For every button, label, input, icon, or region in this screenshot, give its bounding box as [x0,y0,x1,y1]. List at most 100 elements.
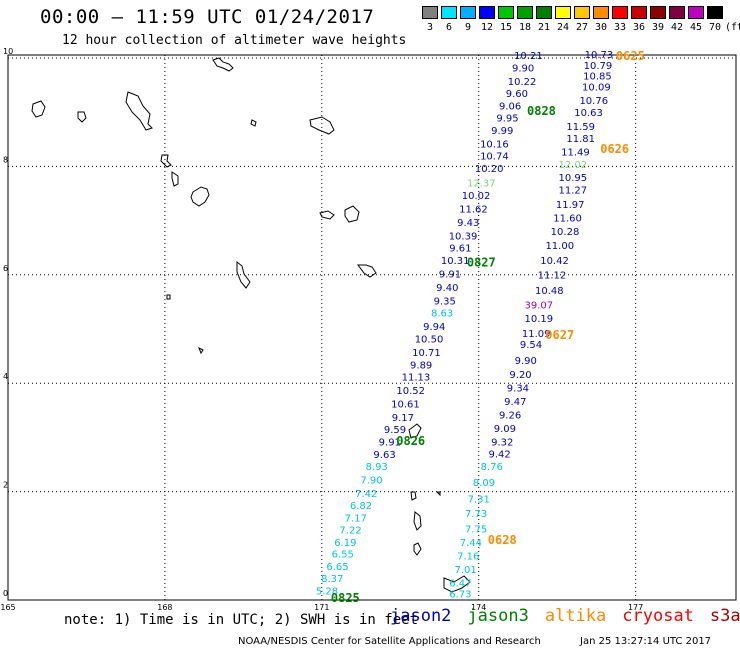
wave-height-value: 10.16 [480,139,509,150]
color-swatch [422,6,438,19]
island-outline [171,171,179,187]
y-tick-label: 8 [3,155,8,164]
wave-height-value: 10.73 [585,50,614,61]
x-tick-label: 174 [471,603,486,612]
wave-height-value: 9.99 [491,126,513,137]
wave-height-value: 12.02 [559,160,588,171]
credit-text: NOAA/NESDIS Center for Satellite Applica… [238,636,541,647]
wave-height-value: 11.13 [402,372,431,383]
wave-height-value: 9.32 [491,438,513,449]
x-tick-label: 171 [314,603,329,612]
island-outline [435,491,441,497]
wave-height-value: 8.09 [473,478,495,489]
wave-height-value: 7.75 [465,524,487,535]
wave-height-value: 10.63 [574,108,603,119]
color-scale-label: 3 [426,22,434,33]
island-outline [198,346,204,355]
wave-height-value: 9.26 [499,410,521,421]
color-swatch [669,6,685,19]
y-tick-label: 10 [3,47,13,56]
wave-height-value: 6.47 [449,578,471,589]
map-frame [7,54,737,601]
pass-time-label: 0826 [396,434,425,448]
wave-height-value: 10.95 [559,173,588,184]
island-outline [443,575,471,593]
wave-height-value: 10.19 [525,314,554,325]
wave-height-value: 9.17 [392,413,414,424]
wave-height-value: 11.12 [538,271,567,282]
island-outline [212,57,234,72]
color-scale-label: 30 [594,22,608,33]
color-swatch [517,6,533,19]
wave-height-value: 7.42 [355,489,377,500]
color-swatch [688,6,704,19]
color-scale-label: 24 [556,22,570,33]
wave-height-value: 11.09 [522,329,551,340]
color-swatch [479,6,495,19]
wave-height-value: 10.48 [535,286,564,297]
wave-height-value: 9.40 [436,283,458,294]
wave-height-value: 39.07 [525,300,554,311]
color-scale-label: 12 [480,22,494,33]
footer-note: note: 1) Time is in UTC; 2) SWH is in fe… [64,612,419,628]
wave-height-value: 9.54 [520,340,542,351]
island-outline [408,423,422,439]
generated-timestamp: Jan 25 13:27:14 UTC 2017 [580,636,712,647]
y-tick-label: 0 [3,589,8,598]
color-swatch [612,6,628,19]
satellite-legend: jason2 jason3 altika cryosat s3a [390,606,740,626]
wave-height-value: 7.17 [345,513,367,524]
island-outline [125,91,153,131]
wave-height-value: 7.44 [460,538,482,549]
wave-height-value: 7.01 [454,565,476,576]
color-scale-label: 70 [708,22,722,33]
wave-height-value: 10.22 [508,77,537,88]
wave-height-value: 10.76 [579,96,608,107]
island-outlines [31,57,471,593]
satellite-legend-item: s3a [709,606,740,626]
wave-height-value: 9.95 [496,113,518,124]
wave-height-value: 9.91 [439,270,461,281]
wave-height-value: 7.22 [339,525,361,536]
wave-height-value: 11.60 [553,214,582,225]
color-scale-label: 36 [632,22,646,33]
wave-height-value: 9.90 [515,356,537,367]
wave-height-value: 6.55 [332,550,354,561]
wave-height-value: 10.21 [514,51,543,62]
wave-height-value: 7.90 [360,475,382,486]
wave-height-value: 9.89 [410,361,432,372]
wave-height-value: 9.35 [434,297,456,308]
y-tick-label: 2 [3,481,8,490]
wave-height-value: 10.79 [584,61,613,72]
color-swatch [555,6,571,19]
satellite-legend-item: altika [544,606,607,626]
wave-height-value: 8.93 [366,462,388,473]
satellite-legend-item: jason3 [467,606,529,626]
wave-height-value: 10.85 [583,72,612,83]
wave-height-value: 9.91 [379,438,401,449]
wave-height-value: 7.31 [468,494,490,505]
wave-height-value: 6.19 [334,538,356,549]
wave-height-value: 7.73 [465,509,487,520]
island-outline [160,154,172,168]
wave-height-value: 10.61 [391,400,420,411]
wave-height-value: 9.06 [499,101,521,112]
wave-height-value: 10.02 [462,191,491,202]
color-scale-label: 15 [499,22,513,33]
wave-height-value: 10.28 [551,227,580,238]
wave-height-value: 9.63 [373,450,395,461]
wave-height-value: 11.62 [459,204,488,215]
wave-height-value: 6.65 [326,562,348,573]
wave-height-value: 9.47 [504,397,526,408]
island-outline [413,511,422,531]
wave-height-value: 9.42 [488,449,510,460]
wave-height-value: 7.16 [457,551,479,562]
map-subtitle: 12 hour collection of altimeter wave hei… [62,33,407,48]
wave-height-value: 10.74 [480,151,509,162]
x-tick-label: 177 [628,603,643,612]
island-outline [410,491,417,501]
wave-height-value: 5.28 [316,587,338,598]
island-outline [309,116,335,135]
island-outline [31,100,46,118]
